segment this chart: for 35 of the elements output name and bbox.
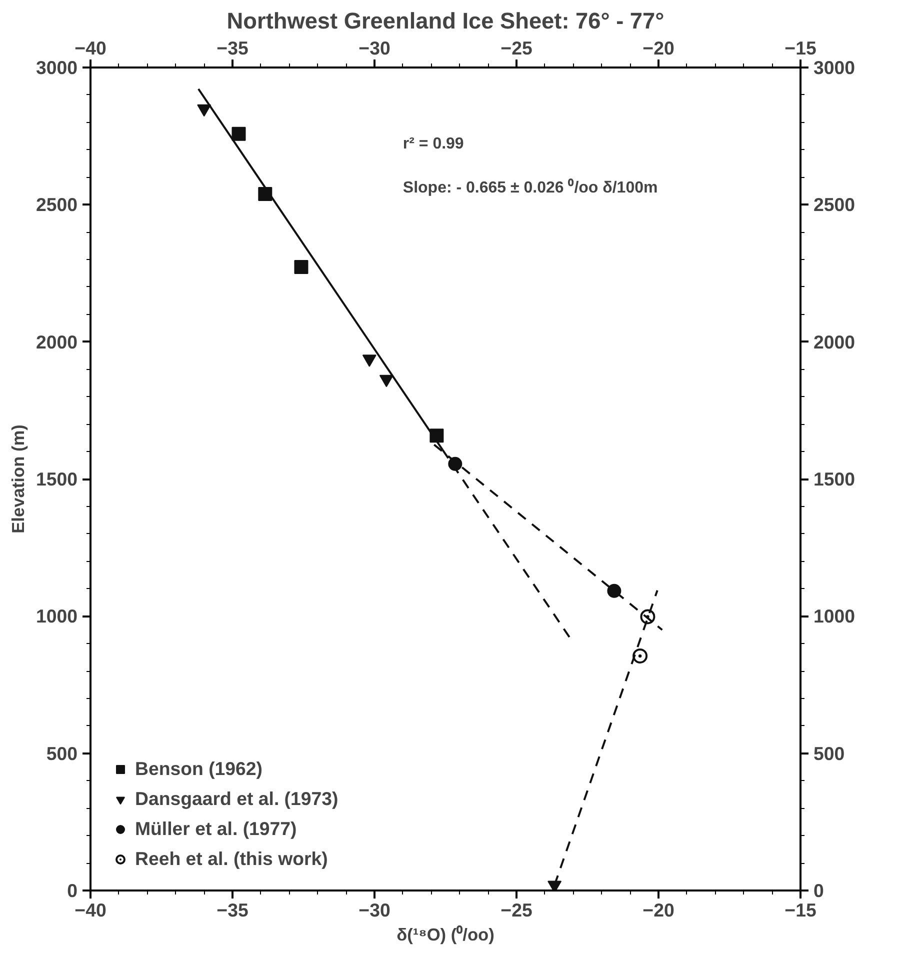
- x2-tick-label: −15: [784, 38, 816, 58]
- y2-tick-label: 500: [814, 742, 845, 764]
- y2-tick-label: 2000: [814, 331, 856, 352]
- x2-tick-label: −35: [216, 38, 248, 58]
- y2-tick-label: 2500: [814, 194, 856, 216]
- y-tick-label: 0: [67, 880, 78, 901]
- y2-tick-label: 1500: [814, 468, 856, 490]
- x-tick-label: −30: [358, 900, 390, 920]
- x-tick-label: −25: [500, 900, 532, 920]
- x-tick-label: −15: [784, 900, 816, 920]
- annotation: r² = 0.99: [402, 136, 464, 153]
- legend-label: Benson (1962): [135, 758, 263, 780]
- legend-label: Müller et al. (1977): [135, 818, 297, 840]
- x-tick-label: −40: [74, 900, 106, 920]
- x-tick-label: −35: [216, 900, 248, 920]
- x2-tick-label: −20: [642, 38, 674, 58]
- x2-tick-label: −40: [74, 38, 106, 58]
- y-tick-label: 1000: [36, 606, 78, 627]
- y-tick-label: 2500: [36, 194, 78, 216]
- y-tick-label: 2000: [36, 331, 78, 352]
- y-tick-label: 1500: [36, 468, 78, 490]
- y2-tick-label: 3000: [814, 57, 856, 78]
- y2-tick-label: 0: [814, 880, 824, 901]
- y-tick-label: 3000: [36, 57, 78, 78]
- x-tick-label: −20: [642, 900, 674, 920]
- y2-tick-label: 1000: [814, 606, 856, 627]
- x2-tick-label: −30: [358, 38, 390, 58]
- legend-label: Dansgaard et al. (1973): [135, 788, 338, 810]
- chart-title: Northwest Greenland Ice Sheet: 76° - 77°: [226, 8, 664, 34]
- y-axis-title: Elevation (m): [8, 424, 28, 534]
- annotation: Slope: - 0.665 ± 0.026 ⁰/oo δ/100m: [402, 178, 658, 196]
- x-axis-title: δ(¹⁸O) (⁰/oo): [396, 924, 494, 944]
- legend-label: Reeh et al. (this work): [135, 848, 328, 870]
- y-tick-label: 500: [46, 742, 78, 764]
- x2-tick-label: −25: [500, 38, 532, 58]
